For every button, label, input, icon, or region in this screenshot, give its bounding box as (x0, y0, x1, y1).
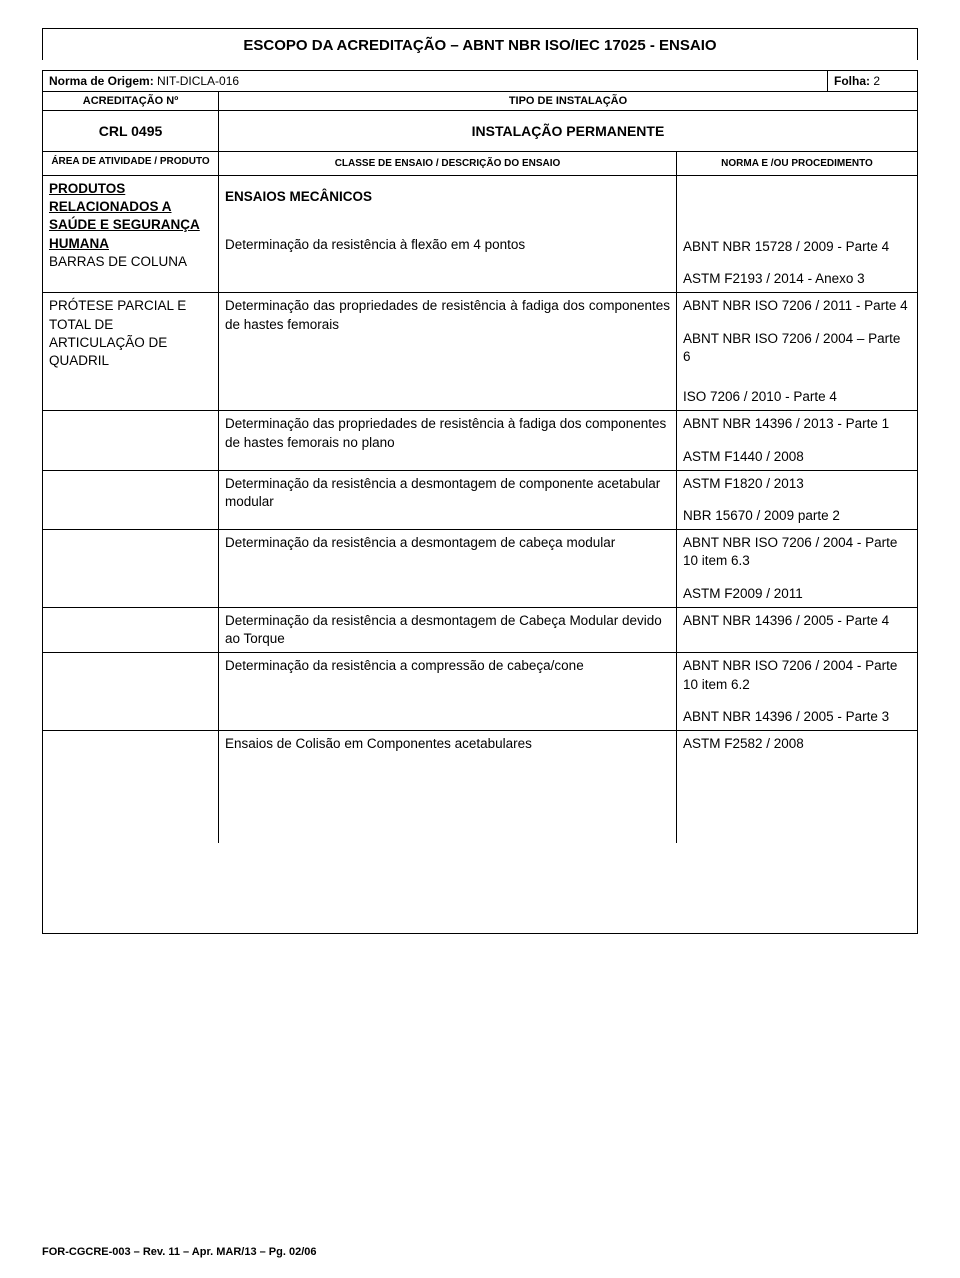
descricao-cell: Determinação da resistência a compressão… (219, 653, 677, 730)
descricao-text: Determinação da resistência a desmontage… (225, 613, 662, 646)
produto-item: BARRAS DE COLUNA (49, 254, 187, 269)
norma-text: ABNT NBR 14396 / 2005 - Parte 3 (683, 709, 889, 724)
norma-text: ASTM F1820 / 2013 (683, 476, 804, 491)
produto-cell (43, 731, 219, 843)
norma-text: ABNT NBR ISO 7206 / 2004 - Parte 10 item… (683, 658, 897, 691)
acred-header-row: ACREDITAÇÃO Nº TIPO DE INSTALAÇÃO (42, 91, 918, 110)
norma-text: ABNT NBR ISO 7206 / 2004 - Parte 10 item… (683, 535, 897, 568)
page-footer: FOR-CGCRE-003 – Rev. 11 – Apr. MAR/13 – … (42, 1246, 317, 1258)
table-row: Determinação da resistência a desmontage… (43, 470, 917, 529)
descricao-cell: Determinação das propriedades de resistê… (219, 411, 677, 469)
descricao-text: Determinação da resistência a desmontage… (225, 535, 615, 550)
norma-cell: ASTM F1820 / 2013 NBR 15670 / 2009 parte… (677, 471, 917, 529)
norma-cell: ABNT NBR 15728 / 2009 - Parte 4 ASTM F21… (677, 176, 917, 292)
folha-cell: Folha: 2 (827, 71, 917, 91)
instalacao-value: INSTALAÇÃO PERMANENTE (219, 111, 917, 151)
origin-row: Norma de Origem: NIT-DICLA-016 Folha: 2 (42, 70, 918, 91)
produto-cell: PRODUTOS RELACIONADOS A SAÚDE E SEGURANÇ… (43, 176, 219, 292)
folha-label: Folha: (834, 74, 870, 88)
descricao-cell: Determinação da resistência a desmontage… (219, 471, 677, 529)
descricao-cell: Determinação das propriedades de resistê… (219, 293, 677, 410)
produto-title: PRODUTOS RELACIONADOS A SAÚDE E SEGURANÇ… (49, 181, 200, 251)
footer-text: FOR-CGCRE-003 – Rev. 11 – Apr. MAR/13 – … (42, 1246, 317, 1258)
descricao-text: Determinação das propriedades de resistê… (225, 416, 666, 449)
norma-cell: ABNT NBR ISO 7206 / 2004 - Parte 10 item… (677, 530, 917, 607)
col-norma: NORMA E /OU PROCEDIMENTO (677, 152, 917, 175)
table-row: PRODUTOS RELACIONADOS A SAÚDE E SEGURANÇ… (43, 176, 917, 292)
descricao-cell: ENSAIOS MECÂNICOS Determinação da resist… (219, 176, 677, 292)
produto-cell (43, 653, 219, 730)
descricao-cell: Ensaios de Colisão em Componentes acetab… (219, 731, 677, 843)
ensaio-class: ENSAIOS MECÂNICOS (225, 189, 372, 204)
table-header: ÁREA DE ATIVIDADE / PRODUTO CLASSE DE EN… (43, 152, 917, 176)
norma-text: ABNT NBR 15728 / 2009 - Parte 4 (683, 239, 889, 254)
tipo-instalacao-label: TIPO DE INSTALAÇÃO (219, 92, 917, 110)
norma-cell: ABNT NBR 14396 / 2005 - Parte 4 (677, 608, 917, 652)
col-classe: CLASSE DE ENSAIO / DESCRIÇÃO DO ENSAIO (219, 152, 677, 175)
crl-value: CRL 0495 (43, 111, 219, 151)
norma-text: ABNT NBR ISO 7206 / 2004 – Parte 6 (683, 331, 900, 364)
title-text: ESCOPO DA ACREDITAÇÃO – ABNT NBR ISO/IEC… (243, 37, 716, 54)
produto-cell (43, 608, 219, 652)
table-row: Determinação das propriedades de resistê… (43, 410, 917, 469)
page-title: ESCOPO DA ACREDITAÇÃO – ABNT NBR ISO/IEC… (42, 28, 918, 60)
table-row: Determinação da resistência a desmontage… (43, 529, 917, 607)
table-row: PRÓTESE PARCIAL E TOTAL DE ARTICULAÇÃO D… (43, 292, 917, 410)
norma-cell: Norma de Origem: NIT-DICLA-016 (43, 71, 827, 91)
norma-text: ABNT NBR 14396 / 2005 - Parte 4 (683, 613, 889, 628)
produto-cell (43, 471, 219, 529)
descricao-text: Determinação da resistência a desmontage… (225, 476, 660, 509)
norma-text: ASTM F2582 / 2008 (683, 736, 804, 751)
norma-label: Norma de Origem: (49, 74, 154, 88)
table-row: Determinação da resistência a desmontage… (43, 607, 917, 652)
norma-text: NBR 15670 / 2009 parte 2 (683, 508, 840, 523)
descricao-cell: Determinação da resistência a desmontage… (219, 608, 677, 652)
norma-text: ISO 7206 / 2010 - Parte 4 (683, 389, 837, 404)
table-row: Ensaios de Colisão em Componentes acetab… (43, 730, 917, 933)
descricao-text: Determinação da resistência a compressão… (225, 658, 584, 673)
norma-value: NIT-DICLA-016 (157, 74, 239, 88)
col-area: ÁREA DE ATIVIDADE / PRODUTO (43, 152, 219, 175)
descricao-text: Determinação das propriedades de resistê… (225, 298, 670, 331)
folha-value: 2 (873, 74, 880, 88)
table-row: Determinação da resistência a compressão… (43, 652, 917, 730)
norma-text: ABNT NBR ISO 7206 / 2011 - Parte 4 (683, 298, 908, 313)
main-table: ÁREA DE ATIVIDADE / PRODUTO CLASSE DE EN… (42, 152, 918, 934)
descricao-text: Ensaios de Colisão em Componentes acetab… (225, 736, 532, 751)
produto-cell (43, 530, 219, 607)
norma-cell: ABNT NBR ISO 7206 / 2011 - Parte 4 ABNT … (677, 293, 917, 410)
norma-cell: ASTM F2582 / 2008 (677, 731, 917, 843)
norma-cell: ABNT NBR ISO 7206 / 2004 - Parte 10 item… (677, 653, 917, 730)
norma-text: ABNT NBR 14396 / 2013 - Parte 1 (683, 416, 889, 431)
descricao-cell: Determinação da resistência a desmontage… (219, 530, 677, 607)
crl-row: CRL 0495 INSTALAÇÃO PERMANENTE (42, 110, 918, 152)
descricao-text: Determinação da resistência à flexão em … (225, 237, 525, 252)
norma-text: ASTM F1440 / 2008 (683, 449, 804, 464)
produto-cell: PRÓTESE PARCIAL E TOTAL DE ARTICULAÇÃO D… (43, 293, 219, 410)
produto-text: PRÓTESE PARCIAL E TOTAL DE ARTICULAÇÃO D… (49, 298, 186, 368)
norma-text: ASTM F2193 / 2014 - Anexo 3 (683, 271, 865, 286)
norma-text: ASTM F2009 / 2011 (683, 586, 803, 601)
norma-cell: ABNT NBR 14396 / 2013 - Parte 1 ASTM F14… (677, 411, 917, 469)
acred-num-label: ACREDITAÇÃO Nº (43, 92, 219, 110)
produto-cell (43, 411, 219, 469)
